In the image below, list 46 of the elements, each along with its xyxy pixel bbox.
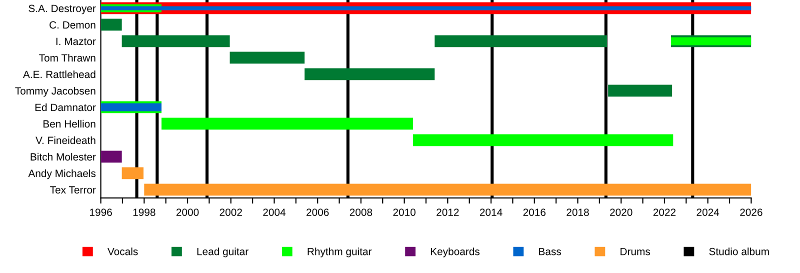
y-tick-label: I. Maztor — [56, 38, 96, 46]
x-tick-label: 2016 — [523, 208, 546, 216]
bar — [304, 68, 435, 80]
bar — [100, 18, 122, 31]
x-tick-label: 2026 — [740, 208, 762, 216]
y-tick-label: S.A. Destroyer — [28, 4, 96, 14]
x-tick-label: 2014 — [480, 208, 502, 216]
y-tick-label: A.E. Rattlehead — [23, 70, 96, 78]
legend-label: Drums — [620, 248, 650, 256]
y-tick-label: C. Demon — [50, 21, 96, 29]
bar — [434, 35, 608, 48]
x-tick-label: 2000 — [176, 208, 199, 216]
legend-label: Rhythm guitar — [308, 248, 372, 258]
y-tick-label: Ed Damnator — [35, 103, 96, 112]
legend-label: Keyboards — [430, 248, 480, 258]
x-tick-label: 2018 — [566, 208, 589, 216]
y-tick-label: Tommy Jacobsen — [15, 86, 96, 97]
y-tick-label: Tom Thrawn — [39, 54, 96, 62]
y-tick-label: Andy Michaels — [28, 169, 96, 180]
bar — [230, 52, 305, 64]
legend-label: Vocals — [108, 248, 138, 256]
bar — [122, 35, 230, 48]
x-tick-label: 2020 — [610, 208, 632, 216]
x-tick-label: 1996 — [90, 208, 112, 216]
x-tick-label: 2024 — [696, 208, 720, 216]
x-tick-label: 2010 — [393, 208, 416, 216]
x-tick-label: 2012 — [436, 208, 459, 216]
y-tick-label: V. Fineideath — [36, 136, 96, 144]
x-tick-label: 2002 — [220, 208, 242, 216]
x-tick-label: 2008 — [350, 208, 372, 216]
bar — [412, 134, 674, 146]
x-tick-label: 2022 — [653, 208, 676, 216]
legend-label: Lead guitar — [197, 248, 248, 258]
bar — [122, 167, 144, 180]
legend-label: Studio album — [709, 248, 769, 256]
bar — [100, 150, 122, 163]
y-tick-label: Bitch Molester — [30, 152, 96, 161]
legend-label: Bass — [539, 248, 562, 256]
bar — [608, 84, 672, 97]
x-tick-label: 1998 — [133, 208, 156, 216]
y-tick-label: Tex Terror — [50, 186, 96, 194]
bar — [162, 118, 413, 130]
bar — [144, 184, 752, 196]
x-tick-label: 2006 — [306, 208, 329, 216]
y-tick-label: Ben Hellion — [44, 120, 96, 128]
x-tick-label: 2004 — [263, 208, 286, 216]
